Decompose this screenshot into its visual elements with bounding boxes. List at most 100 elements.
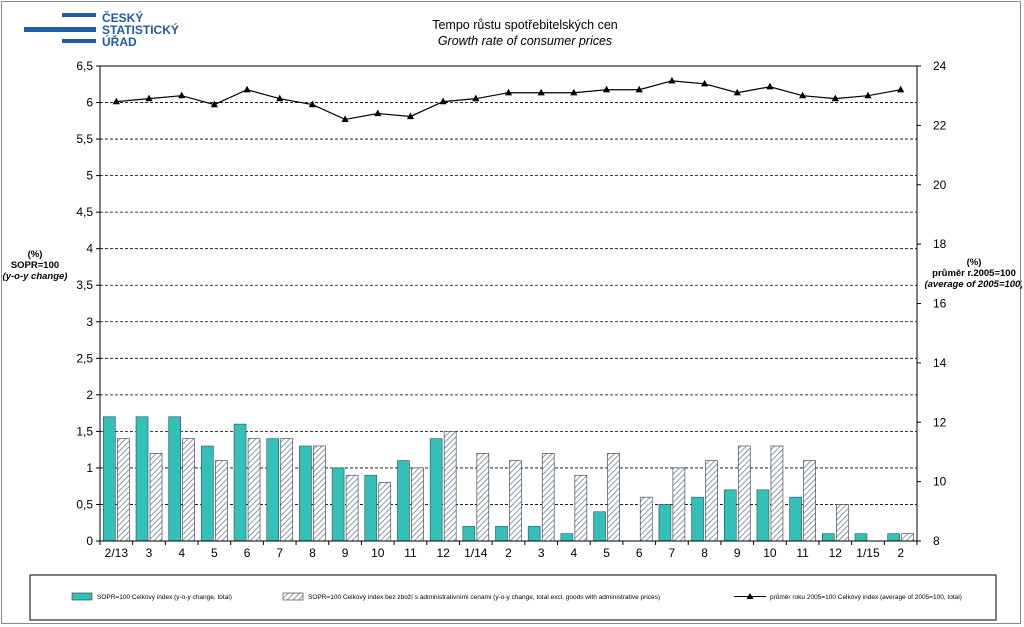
point-avg2005 — [178, 91, 186, 99]
bar-excl-admin — [411, 467, 424, 542]
x-tick-label: 3 — [538, 546, 545, 560]
bar-excl-admin — [378, 482, 392, 542]
point-avg2005 — [668, 76, 676, 84]
point-avg2005 — [243, 85, 251, 93]
left-tick-label: 2,5 — [76, 351, 93, 365]
left-tick-label: 1 — [86, 461, 93, 475]
bar-excl-admin — [247, 438, 261, 542]
x-tick-label: 5 — [211, 546, 218, 560]
left-tick-label: 6,5 — [76, 59, 93, 73]
bar-excl-admin — [215, 460, 228, 542]
gridlines — [100, 65, 917, 505]
bar-total — [756, 489, 770, 542]
bar-excl-admin — [345, 474, 359, 542]
bar-excl-admin — [705, 460, 718, 542]
right-tick-label: 14 — [933, 356, 947, 370]
bar-total — [527, 526, 541, 542]
axes-layer: 0 0,5 1 1,5 2 2,5 3 3,5 4 4,5 5 5,5 6 6,5 8 10 12 14 16 18 2… — [76, 59, 946, 560]
point-avg2005 — [439, 97, 447, 105]
bar-excl-admin — [476, 453, 490, 542]
bar-excl-admin — [803, 460, 816, 542]
bar-total — [331, 467, 345, 542]
point-avg2005 — [308, 100, 317, 108]
bar-excl-admin — [509, 460, 522, 542]
point-avg2005 — [799, 91, 807, 99]
bar-total — [103, 416, 116, 542]
legend-box — [29, 574, 997, 621]
legend-swatch-total — [71, 592, 93, 601]
x-tick-label: 11 — [796, 546, 809, 560]
point-avg2005 — [406, 112, 415, 120]
right-tick-label: 16 — [933, 297, 947, 311]
bar-excl-admin — [672, 467, 686, 542]
bar-excl-admin — [149, 453, 163, 542]
point-avg2005 — [733, 88, 741, 96]
x-tick-label: 3 — [146, 546, 153, 560]
bar-total — [723, 489, 737, 542]
legend: SOPR=100 Celkový index (y-o-y change, to… — [29, 574, 997, 621]
bar-total — [168, 416, 181, 542]
x-tick-label: 4 — [571, 546, 578, 560]
point-avg2005 — [570, 88, 578, 96]
left-tick-label: 3,5 — [76, 278, 93, 292]
x-tick-label: 2 — [505, 546, 512, 560]
left-tick-label: 4,5 — [76, 205, 93, 219]
legend-swatch-excl-admin — [282, 592, 304, 601]
bar-excl-admin — [443, 431, 457, 542]
point-avg2005 — [276, 94, 284, 102]
point-avg2005 — [864, 91, 872, 99]
bar-total — [887, 533, 900, 542]
logo-bar-1 — [62, 13, 96, 17]
x-tick-label: 8 — [701, 546, 708, 560]
left-axis-label-1: (%) — [28, 249, 43, 260]
bar-excl-admin — [182, 438, 195, 542]
legend-marker-avg2005 — [746, 593, 754, 599]
point-avg2005 — [537, 88, 545, 96]
point-avg2005 — [897, 85, 905, 93]
x-tick-label: 7 — [276, 546, 283, 560]
bar-excl-admin — [737, 445, 751, 542]
right-axis-label-3: (average of 2005=100) — [924, 279, 1022, 290]
left-tick-label: 5 — [86, 169, 93, 183]
bar-excl-admin — [901, 533, 914, 542]
right-axis-label-1: (%) — [967, 257, 982, 268]
x-tick-label: 9 — [342, 546, 349, 560]
x-tick-label: 6 — [244, 546, 251, 560]
x-tick-label: 11 — [404, 546, 417, 560]
left-tick-label: 1,5 — [76, 424, 93, 438]
point-avg2005 — [341, 115, 349, 123]
bar-excl-admin — [280, 438, 294, 542]
bar-total — [495, 526, 508, 542]
x-tick-label: 10 — [371, 546, 385, 560]
chart-title: Tempo růstu spotřebitelských cen — [432, 18, 618, 32]
bar-excl-admin — [541, 453, 555, 542]
point-avg2005 — [145, 94, 153, 102]
bar-excl-admin — [117, 438, 130, 542]
bars-layer — [103, 416, 914, 542]
x-tick-label: 1/14 — [464, 546, 488, 560]
point-avg2005 — [472, 94, 480, 102]
x-tick-label: 5 — [603, 546, 610, 560]
point-avg2005 — [766, 82, 774, 90]
bar-total — [691, 496, 704, 542]
bar-total — [593, 511, 606, 542]
bar-excl-admin — [607, 453, 620, 542]
logo-line-3: ÚŘAD — [102, 34, 137, 49]
x-tick-label: 1/15 — [856, 546, 880, 560]
bar-excl-admin — [313, 445, 326, 542]
left-tick-label: 2 — [86, 388, 93, 402]
x-tick-label: 4 — [178, 546, 185, 560]
bar-total — [266, 438, 280, 542]
bar-excl-admin — [770, 445, 784, 542]
right-tick-label: 12 — [933, 415, 947, 429]
left-tick-label: 4 — [86, 242, 93, 256]
x-tick-label: 2 — [897, 546, 904, 560]
line-avg2005 — [116, 80, 901, 121]
logo-line-2: STATISTICKÝ — [102, 22, 179, 37]
x-tick-label: 8 — [309, 546, 316, 560]
bar-total — [560, 533, 574, 542]
bar-total — [299, 445, 312, 542]
bar-total — [135, 416, 149, 542]
point-avg2005 — [210, 100, 218, 108]
